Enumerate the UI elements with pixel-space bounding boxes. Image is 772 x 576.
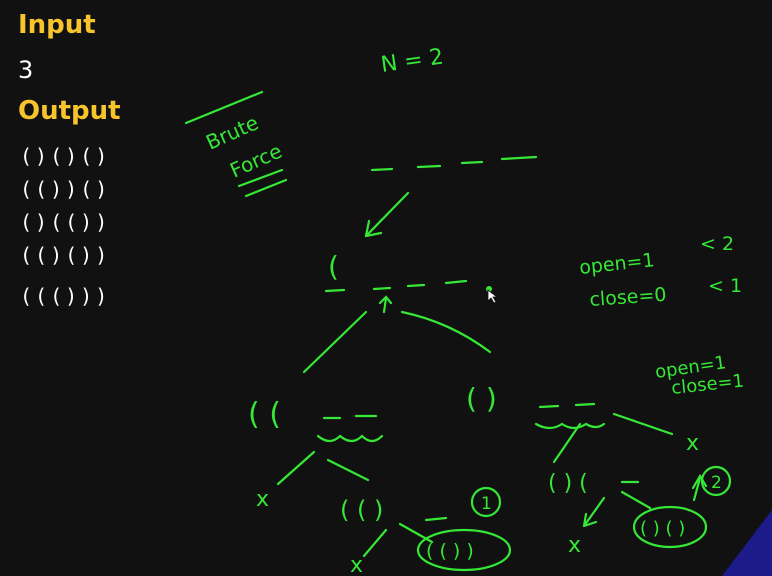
- lr-count: 1: [481, 494, 492, 514]
- open-limit: < 2: [700, 233, 734, 255]
- output-combination: ((())): [20, 284, 111, 308]
- output-combination: ()()(): [20, 144, 111, 168]
- rll-x: x: [568, 533, 581, 558]
- right-node-slots: [538, 402, 596, 409]
- output-heading: Output: [18, 96, 121, 126]
- root-paren: (: [328, 250, 339, 283]
- n-label: N = 2: [379, 44, 445, 78]
- brute-force-underline: [237, 168, 288, 198]
- rl-node-label: ( ) (: [548, 471, 588, 496]
- branch-right-left: [552, 422, 582, 464]
- input-heading: Input: [18, 10, 96, 40]
- branch-left: [302, 310, 368, 374]
- rlr-node-label: ( ) ( ): [640, 518, 685, 539]
- output-combination: (())(): [20, 177, 111, 201]
- branch-left-left: [276, 450, 316, 486]
- root-slots: [324, 279, 468, 293]
- rl-up-arrow: [691, 473, 708, 502]
- top-slots: [370, 155, 538, 172]
- output-combination: ()(()): [20, 210, 111, 234]
- branch-right: [400, 310, 492, 354]
- rl-result-circle: [632, 505, 708, 549]
- ll-x: x: [256, 487, 269, 512]
- left-node-squiggle: [316, 434, 384, 443]
- right-node-label: ( ): [466, 382, 497, 415]
- branch-left-right: [326, 458, 370, 482]
- force-label: Force: [226, 139, 285, 183]
- pointer-cursor-icon: [486, 286, 499, 304]
- right-node-squiggle: [534, 422, 606, 430]
- left-node-label: ( (: [248, 397, 281, 432]
- lr-dash: [424, 516, 448, 522]
- lrr-node-label: ( ( ) ): [426, 540, 474, 562]
- input-value: 3: [18, 56, 34, 84]
- close-limit: < 1: [708, 275, 742, 297]
- left-node-slots: [322, 414, 378, 420]
- rr-x: x: [686, 431, 699, 456]
- close-count-0: close=0: [589, 284, 667, 311]
- lr-branch-down: [362, 528, 388, 558]
- lrl-x: x: [350, 553, 363, 576]
- arrow-to-root: [364, 191, 410, 238]
- lr-result-circle: [416, 528, 512, 572]
- output-combination: (()()): [20, 243, 111, 267]
- corner-decoration: [722, 510, 772, 576]
- rl-count: 2: [711, 473, 722, 493]
- branch-right-right: [612, 412, 674, 436]
- rl-branch-left: [582, 496, 606, 528]
- rl-count-circle: [700, 465, 732, 497]
- rl-branch-right: [620, 490, 652, 510]
- lr-count-circle: [470, 486, 502, 518]
- lr-node-label: ( ( ): [340, 496, 383, 524]
- brute-force-overline: [184, 90, 264, 125]
- open-count-1: open=1: [578, 249, 655, 279]
- root-up-arrow: [378, 295, 393, 314]
